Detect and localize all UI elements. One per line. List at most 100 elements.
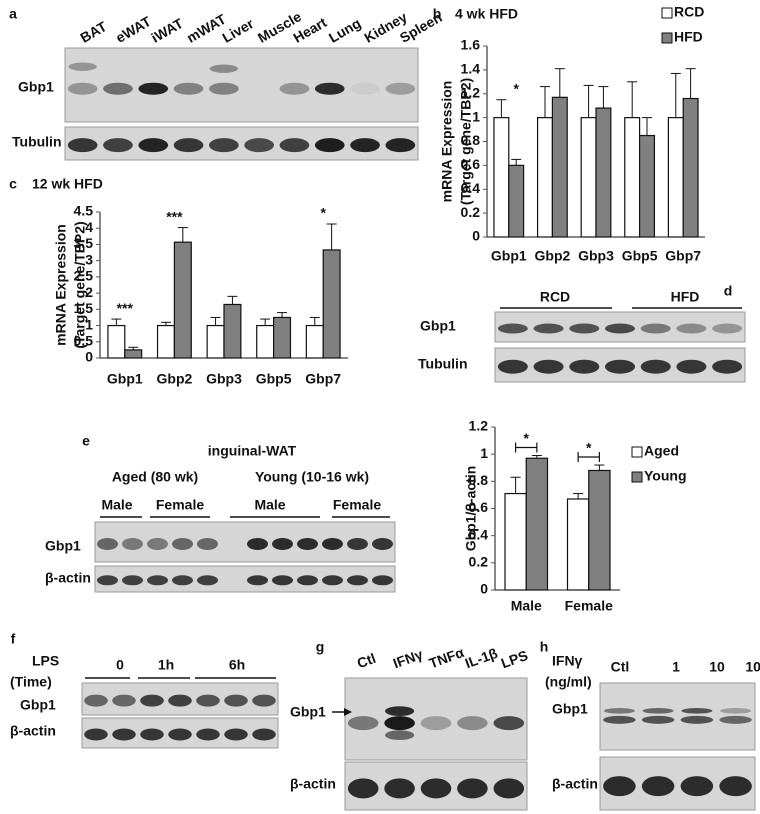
band	[84, 728, 108, 741]
lane-label: TNFα	[427, 644, 467, 671]
y-tick-label: 1.4	[461, 61, 481, 77]
band	[641, 715, 675, 724]
band	[569, 323, 600, 334]
legend-label: Aged	[644, 443, 679, 459]
band	[140, 728, 164, 741]
band	[676, 359, 707, 374]
band	[97, 538, 118, 550]
band	[84, 694, 108, 707]
band	[147, 538, 168, 550]
bar	[580, 117, 597, 238]
band	[350, 82, 380, 95]
bar	[536, 117, 553, 238]
band	[224, 694, 248, 707]
band	[384, 716, 415, 731]
band	[350, 138, 380, 153]
y-tick-label: 0	[472, 228, 480, 244]
band	[603, 708, 635, 714]
band	[420, 716, 452, 731]
band	[196, 694, 220, 707]
band	[272, 538, 293, 550]
lane-label: IL-1β	[463, 645, 500, 672]
bar	[107, 324, 126, 359]
y-axis-label: (Target gene/TBP2)	[72, 221, 88, 348]
band	[68, 62, 97, 71]
row-label: β-actin	[10, 723, 56, 739]
chart-title: 12 wk HFD	[32, 176, 103, 192]
band	[640, 323, 671, 334]
blot-gbp1	[94, 521, 396, 563]
band	[605, 323, 635, 334]
panel-letter: f	[11, 631, 16, 647]
significance: *	[524, 430, 530, 446]
band	[680, 715, 714, 724]
panel-letter: b	[433, 6, 442, 22]
band	[197, 538, 218, 550]
x-tick-label: Gbp5	[622, 248, 658, 264]
band	[712, 359, 743, 374]
row-label: β-actin	[45, 570, 91, 586]
band	[67, 82, 98, 95]
error-bar	[531, 455, 542, 459]
band	[172, 538, 193, 550]
error-bar	[277, 312, 288, 318]
band	[719, 776, 752, 797]
group-label: 6h	[229, 657, 245, 673]
error-bar	[309, 316, 320, 326]
band	[122, 538, 143, 550]
band	[680, 776, 714, 797]
x-tick-label: Gbp3	[578, 248, 614, 264]
error-bar	[260, 318, 271, 326]
treatment-label: IFNγ	[552, 653, 583, 669]
y-axis-label: mRNA Expression	[53, 224, 69, 346]
bar	[551, 96, 568, 238]
significance: ***	[166, 208, 183, 224]
row-label: Gbp1	[20, 697, 56, 713]
band	[140, 694, 164, 707]
band	[372, 575, 393, 586]
band	[252, 728, 276, 741]
error-bar	[177, 227, 188, 243]
band	[168, 728, 192, 741]
band	[272, 575, 293, 586]
legend-swatch	[631, 446, 643, 458]
x-tick-label: Gbp1	[491, 248, 527, 264]
band	[209, 64, 238, 73]
lane-label: Lung	[326, 15, 364, 46]
bar	[173, 241, 192, 359]
band	[385, 730, 415, 740]
subgroup-label: Male	[101, 497, 132, 513]
lane-label: 10	[709, 659, 725, 675]
lane-label: Ctl	[355, 650, 378, 671]
band	[497, 323, 528, 334]
error-bar	[510, 476, 521, 494]
band	[372, 538, 393, 550]
band	[297, 538, 318, 550]
error-bar	[685, 68, 696, 99]
bar	[305, 324, 324, 359]
y-tick-label: 4	[85, 219, 93, 235]
row-label: Gbp1	[45, 538, 81, 554]
band	[197, 575, 218, 586]
band	[173, 82, 204, 95]
treatment-label: LPS	[32, 653, 59, 669]
bar	[595, 107, 612, 238]
band	[642, 708, 674, 714]
error-bar	[210, 316, 221, 326]
band	[279, 82, 310, 95]
band	[196, 728, 220, 741]
chart-title: 4 wk HFD	[455, 6, 518, 22]
band	[603, 776, 636, 797]
y-tick-label: 0.8	[461, 132, 481, 148]
error-bar	[670, 72, 681, 118]
band	[247, 575, 268, 586]
error-bar	[539, 86, 550, 118]
y-tick-label: 1.2	[461, 84, 481, 100]
band	[493, 778, 525, 799]
band	[605, 359, 635, 374]
band	[147, 575, 168, 586]
group-label: Young (10-16 wk)	[255, 469, 369, 485]
band	[493, 716, 525, 731]
row-label: Gbp1	[290, 704, 326, 720]
y-tick-label: 1.6	[461, 37, 481, 53]
